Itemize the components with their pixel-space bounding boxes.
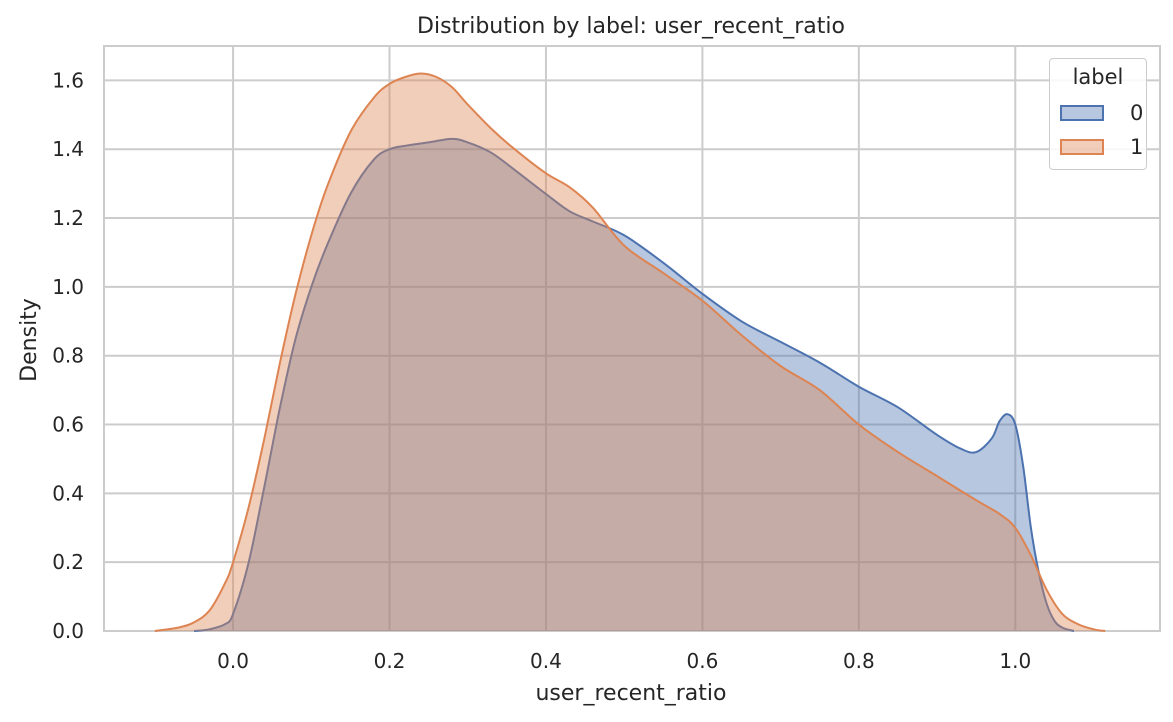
- legend-label-1: 1: [1130, 135, 1144, 159]
- y-tick-label: 0.2: [52, 550, 84, 574]
- y-tick-label: 0.4: [52, 481, 84, 505]
- density-line-0: [193, 137, 1075, 632]
- density-line-1: [154, 72, 1106, 632]
- chart-title: Distribution by label: user_recent_ratio: [417, 14, 845, 39]
- x-axis-label: user_recent_ratio: [535, 681, 726, 706]
- x-tick-label: 0.4: [530, 649, 562, 673]
- x-tick-label: 0.8: [843, 649, 875, 673]
- tick-layer: 0.0 0.2 0.4 0.6 0.8 1.0 0.0 0.2 0.4 0.6 0.8 1.0 1.2 1…: [52, 68, 1031, 673]
- y-tick-label: 0.0: [52, 619, 84, 643]
- legend-swatch-1: [1060, 139, 1104, 155]
- legend: label 0 1: [1049, 58, 1147, 170]
- legend-title: label: [1072, 65, 1124, 89]
- legend-label-0: 0: [1130, 101, 1144, 125]
- y-tick-label: 1.4: [52, 137, 84, 161]
- series-layer: [154, 72, 1106, 632]
- x-tick-label: 0.0: [217, 649, 249, 673]
- x-tick-label: 1.0: [999, 649, 1031, 673]
- legend-item-1: 1: [1060, 135, 1144, 159]
- density-area-0: [194, 138, 1074, 631]
- y-tick-label: 0.8: [52, 344, 84, 368]
- density-area-1: [154, 73, 1106, 631]
- y-tick-label: 1.6: [52, 68, 84, 92]
- x-tick-label: 0.6: [686, 649, 718, 673]
- x-tick-label: 0.2: [374, 649, 406, 673]
- y-tick-label: 0.6: [52, 413, 84, 437]
- y-tick-label: 1.2: [52, 206, 84, 230]
- legend-item-0: 0: [1060, 101, 1144, 125]
- y-axis-label: Density: [17, 298, 42, 382]
- y-tick-label: 1.0: [52, 275, 84, 299]
- plot-area: [103, 45, 1161, 632]
- grid-layer: [104, 46, 1160, 632]
- legend-swatch-0: [1060, 105, 1104, 121]
